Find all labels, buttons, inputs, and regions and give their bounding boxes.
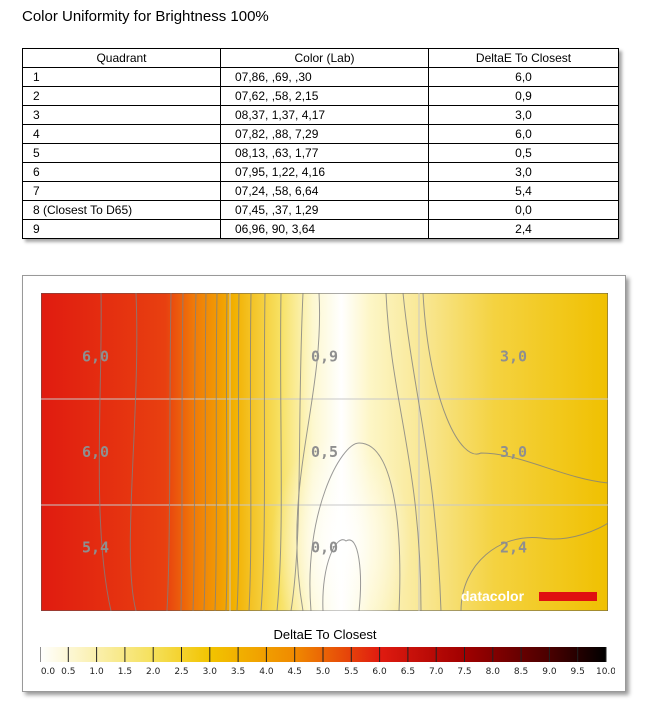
color-scale-tick-label: 6.0 [372,667,387,677]
quadrant-cell: 3 [22,105,221,125]
heatmap-cell-label: 3,0 [500,443,527,461]
color-scale-tick-label: 3.5 [231,667,245,677]
deltae-cell: 6,0 [428,67,619,87]
color-lab-cell: 07,45, ,37, 1,29 [220,200,429,220]
color-scale-tick-label: 9.5 [571,667,585,677]
color-scale-tick-label: 6.5 [401,667,415,677]
deltae-heatmap: 6,0 0,9 3,0 6,0 0,5 3,0 5,4 0,0 2,4 datacolor [41,293,608,611]
quadrant-cell: 7 [22,181,221,201]
column-header-color-lab: Color (Lab) [220,48,429,68]
quadrant-cell: 9 [22,219,221,239]
table-row: 2 07,62, ,58, 2,15 0,9 [22,86,619,106]
quadrant-cell: 2 [22,86,221,106]
heatmap-low-region [271,433,411,611]
color-scale-tick-label: 8.0 [486,667,501,677]
deltae-cell: 6,0 [428,124,619,144]
deltae-cell: 0,9 [428,86,619,106]
table-row: 7 07,24, ,58, 6,64 5,4 [22,181,619,201]
color-scale-tick-label: 5.5 [344,667,358,677]
color-scale-tick-label: 10.0 [596,667,615,677]
color-scale-tick-label: 8.5 [514,667,528,677]
color-scale-tick-label: 7.0 [429,667,444,677]
table-row: 9 06,96, 90, 3,64 2,4 [22,219,619,239]
deltae-cell: 3,0 [428,162,619,182]
table-row: 8 (Closest To D65) 07,45, ,37, 1,29 0,0 [22,200,619,220]
quadrant-value-labels: 6,0 0,9 3,0 6,0 0,5 3,0 5,4 0,0 2,4 [82,348,527,557]
color-scale-tick-label: 1.5 [118,667,132,677]
color-scale-tick-label: 0.0 [41,667,56,677]
heatmap-cell-label: 5,4 [82,538,109,556]
color-lab-cell: 06,96, 90, 3,64 [220,219,429,239]
column-header-quadrant: Quadrant [22,48,221,68]
table-row: 3 08,37, 1,37, 4,17 3,0 [22,105,619,125]
color-lab-cell: 07,82, ,88, 7,29 [220,124,429,144]
deltae-cell: 2,4 [428,219,619,239]
heatmap-cell-label: 0,9 [311,348,338,366]
color-scale-tick-label: 7.5 [457,667,471,677]
column-header-deltae: DeltaE To Closest [428,48,619,68]
heatmap-cell-label: 2,4 [500,538,527,556]
table-row: 6 07,95, 1,22, 4,16 3,0 [22,162,619,182]
color-scale-tick-label: 9.0 [542,667,557,677]
color-scale-tick-label: 4.0 [259,667,274,677]
table-row: 5 08,13, ,63, 1,77 0,5 [22,143,619,163]
color-scale-bar: 0.0 0.5 1.0 1.5 2.0 2.5 3.0 3.5 4.0 4.5 5.0 5.5 6.0 6… [40,647,615,677]
color-scale-tick-label: 2.0 [146,667,161,677]
color-lab-cell: 08,13, ,63, 1,77 [220,143,429,163]
color-uniformity-table: Quadrant Color (Lab) DeltaE To Closest 1… [22,48,619,239]
contour-lines [98,293,608,611]
heatmap-cell-label: 0,0 [311,538,338,556]
color-scale-tick-label: 0.5 [61,667,75,677]
color-lab-cell: 07,95, 1,22, 4,16 [220,162,429,182]
quadrant-cell: 8 (Closest To D65) [22,200,221,220]
page-title: Color Uniformity for Brightness 100% [22,8,269,25]
heatmap-cell-label: 6,0 [82,443,109,461]
color-lab-cell: 07,24, ,58, 6,64 [220,181,429,201]
deltae-cell: 5,4 [428,181,619,201]
deltae-cell: 3,0 [428,105,619,125]
datacolor-logo: datacolor [461,588,597,604]
color-lab-cell: 07,86, ,69, ,30 [220,67,429,87]
watermark-bar [539,592,597,601]
deltae-cell: 0,0 [428,200,619,220]
quadrant-cell: 5 [22,143,221,163]
table-row: 1 07,86, ,69, ,30 6,0 [22,67,619,87]
quadrant-cell: 6 [22,162,221,182]
heatmap-cell-label: 3,0 [500,348,527,366]
color-scale-tick-label: 4.5 [288,667,302,677]
table-header-row: Quadrant Color (Lab) DeltaE To Closest [22,48,619,68]
color-scale-ticks: 0.0 0.5 1.0 1.5 2.0 2.5 3.0 3.5 4.0 4.5 5.0 5.5 6.0 6… [40,647,615,677]
color-scale-tick-label: 2.5 [174,667,188,677]
color-scale-tick-label: 1.0 [89,667,104,677]
quadrant-cell: 4 [22,124,221,144]
watermark-text: datacolor [461,588,525,604]
color-scale-tick-label: 5.0 [316,667,331,677]
color-scale-tick-label: 3.0 [203,667,218,677]
heatmap-cell-label: 0,5 [311,443,338,461]
chart-title: DeltaE To Closest [273,627,377,642]
color-lab-cell: 07,62, ,58, 2,15 [220,86,429,106]
deltae-cell: 0,5 [428,143,619,163]
quadrant-cell: 1 [22,67,221,87]
heatmap-cell-label: 6,0 [82,348,109,366]
table-row: 4 07,82, ,88, 7,29 6,0 [22,124,619,144]
color-lab-cell: 08,37, 1,37, 4,17 [220,105,429,125]
